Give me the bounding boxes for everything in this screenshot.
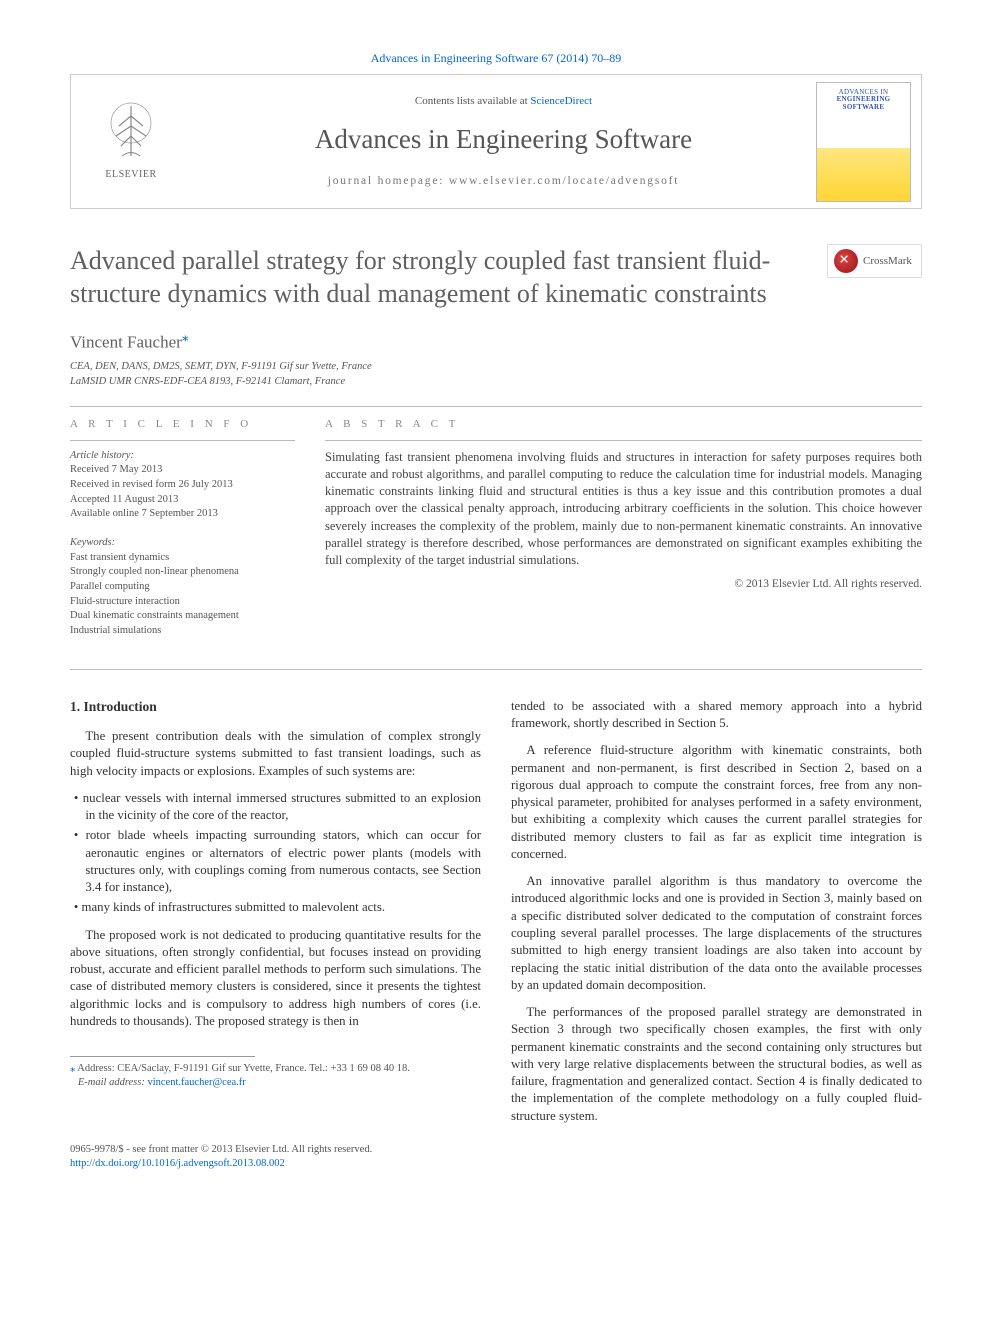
abstract-label: A B S T R A C T <box>325 417 922 432</box>
homepage-url: www.elsevier.com/locate/advengsoft <box>449 175 679 187</box>
article-title: Advanced parallel strategy for strongly … <box>70 244 807 311</box>
intro-p6: The performances of the proposed paralle… <box>511 1004 922 1125</box>
issn-line: 0965-9978/$ - see front matter © 2013 El… <box>70 1143 372 1171</box>
history-header: Article history: <box>70 449 295 464</box>
footnote-address-label: Address: <box>77 1063 117 1074</box>
author-corresp-marker: ⁎ <box>182 330 189 345</box>
footnote-separator <box>70 1056 255 1057</box>
article-info-label: A R T I C L E I N F O <box>70 417 295 432</box>
abstract-copyright: © 2013 Elsevier Ltd. All rights reserved… <box>325 577 922 593</box>
history-revised: Received in revised form 26 July 2013 <box>70 478 295 493</box>
keyword: Strongly coupled non-linear phenomena <box>70 565 295 580</box>
author-line: Vincent Faucher⁎ <box>70 329 922 355</box>
abstract-subrule <box>325 440 922 441</box>
footnote-address: CEA/Saclay, F-91191 Gif sur Yvette, Fran… <box>117 1063 410 1074</box>
publisher-logo: ELSEVIER <box>71 93 191 190</box>
meta-rule-bottom <box>70 669 922 670</box>
crossmark-icon <box>834 249 858 273</box>
running-header: Advances in Engineering Software 67 (201… <box>70 50 922 66</box>
article-info-column: A R T I C L E I N F O Article history: R… <box>70 417 295 653</box>
header-center: Contents lists available at ScienceDirec… <box>191 84 816 199</box>
elsevier-tree-icon <box>104 101 159 166</box>
sciencedirect-link[interactable]: ScienceDirect <box>530 95 592 107</box>
footnote-email-link[interactable]: vincent.faucher@cea.fr <box>147 1077 245 1088</box>
abstract-text: Simulating fast transient phenomena invo… <box>325 449 922 570</box>
intro-p3: tended to be associated with a shared me… <box>511 698 922 733</box>
page-bottom-block: 0965-9978/$ - see front matter © 2013 El… <box>70 1143 922 1171</box>
article-history: Article history: Received 7 May 2013 Rec… <box>70 449 295 522</box>
journal-cover-thumb: ADVANCES IN ENGINEERING SOFTWARE <box>816 82 911 202</box>
author-name: Vincent Faucher <box>70 332 182 351</box>
cover-title: ADVANCES IN ENGINEERING SOFTWARE <box>821 89 906 112</box>
issn-text: 0965-9978/$ - see front matter © 2013 El… <box>70 1144 372 1155</box>
keyword: Parallel computing <box>70 580 295 595</box>
running-header-link[interactable]: Advances in Engineering Software 67 (201… <box>371 51 622 65</box>
journal-homepage: journal homepage: www.elsevier.com/locat… <box>191 174 816 190</box>
corresponding-footnote: ⁎ Address: CEA/Saclay, F-91191 Gif sur Y… <box>70 1062 481 1090</box>
keywords-header: Keywords: <box>70 536 295 551</box>
homepage-prefix: journal homepage: <box>328 175 449 187</box>
keyword: Industrial simulations <box>70 624 295 639</box>
keywords-block: Keywords: Fast transient dynamics Strong… <box>70 536 295 639</box>
journal-header-box: ELSEVIER Contents lists available at Sci… <box>70 74 922 209</box>
info-subrule <box>70 440 295 441</box>
running-header-citation: 67 (2014) 70–89 <box>541 51 621 65</box>
contents-line: Contents lists available at ScienceDirec… <box>191 94 816 109</box>
journal-name: Advances in Engineering Software <box>191 121 816 157</box>
intro-p2: The proposed work is not dedicated to pr… <box>70 927 481 1031</box>
affiliation-1: CEA, DEN, DANS, DM2S, SEMT, DYN, F-91191… <box>70 360 922 375</box>
intro-p1: The present contribution deals with the … <box>70 728 481 780</box>
bullet-item: rotor blade wheels impacting surrounding… <box>70 827 481 896</box>
title-row: Advanced parallel strategy for strongly … <box>70 244 922 311</box>
body-columns: 1. Introduction The present contribution… <box>70 698 922 1125</box>
history-accepted: Accepted 11 August 2013 <box>70 493 295 508</box>
keyword: Fast transient dynamics <box>70 551 295 566</box>
history-online: Available online 7 September 2013 <box>70 507 295 522</box>
doi-link[interactable]: http://dx.doi.org/10.1016/j.advengsoft.2… <box>70 1158 285 1169</box>
meta-rule-top <box>70 406 922 407</box>
crossmark-label: CrossMark <box>863 254 912 269</box>
intro-p5: An innovative parallel algorithm is thus… <box>511 873 922 994</box>
contents-prefix: Contents lists available at <box>415 95 530 107</box>
section-heading-intro: 1. Introduction <box>70 698 481 716</box>
crossmark-badge[interactable]: CrossMark <box>827 244 922 278</box>
footnote-email-label: E-mail address: <box>78 1077 148 1088</box>
history-received: Received 7 May 2013 <box>70 463 295 478</box>
affiliations: CEA, DEN, DANS, DM2S, SEMT, DYN, F-91191… <box>70 360 922 389</box>
affiliation-2: LaMSID UMR CNRS-EDF-CEA 8193, F-92141 Cl… <box>70 375 922 390</box>
publisher-name: ELSEVIER <box>105 168 156 182</box>
meta-row: A R T I C L E I N F O Article history: R… <box>70 417 922 653</box>
footnote-marker: ⁎ <box>70 1063 75 1074</box>
intro-bullets: nuclear vessels with internal immersed s… <box>70 790 481 917</box>
abstract-column: A B S T R A C T Simulating fast transien… <box>325 417 922 653</box>
intro-p4: A reference fluid-structure algorithm wi… <box>511 742 922 863</box>
keyword: Dual kinematic constraints management <box>70 609 295 624</box>
running-header-journal: Advances in Engineering Software <box>371 51 539 65</box>
bullet-item: many kinds of infrastructures submitted … <box>70 899 481 916</box>
bullet-item: nuclear vessels with internal immersed s… <box>70 790 481 825</box>
keyword: Fluid-structure interaction <box>70 595 295 610</box>
